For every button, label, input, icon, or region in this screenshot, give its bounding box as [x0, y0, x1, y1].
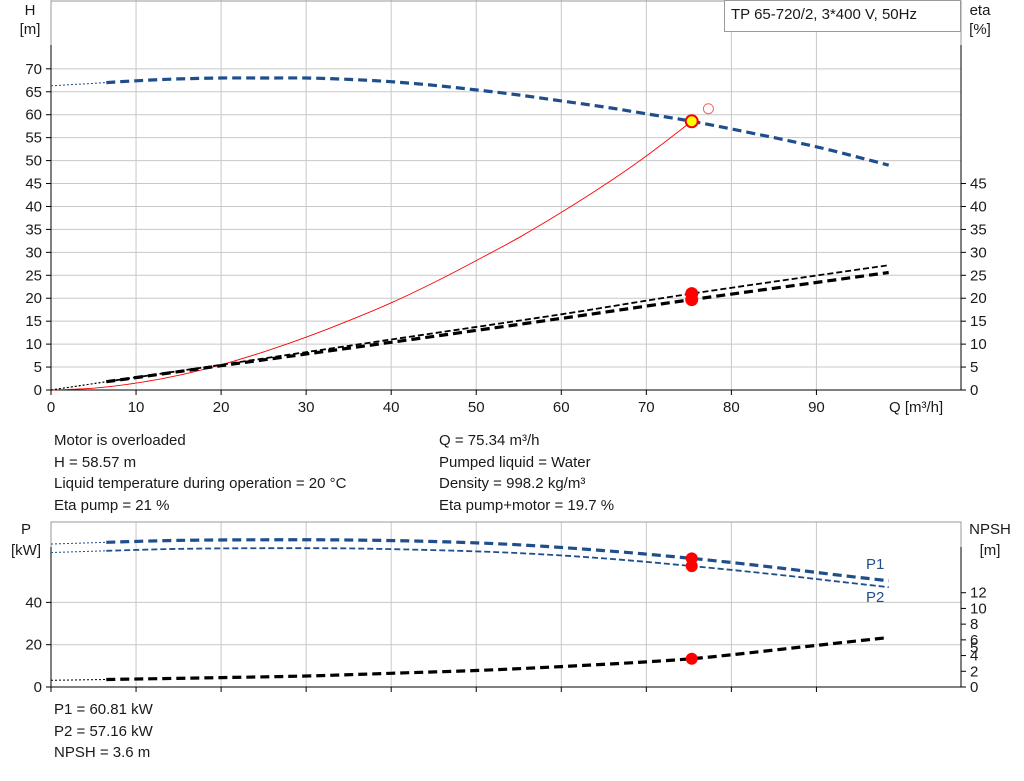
y-tick-label: 0	[34, 382, 42, 399]
y2-tick-label: 15	[970, 313, 987, 330]
top-eta-pump-line	[106, 264, 889, 383]
info-line: Density = 998.2 kg/m³	[439, 475, 586, 492]
x-tick-label: 90	[808, 399, 825, 416]
y2-axis-unit: [%]	[969, 21, 991, 38]
info-line: Liquid temperature during operation = 20…	[54, 475, 347, 492]
top-chart-frame	[50, 0, 962, 391]
info-line: Eta pump = 21 %	[54, 496, 170, 514]
y-tick-label: 5	[34, 359, 42, 376]
bottom-P1-line	[106, 538, 889, 583]
y-axis-unit: [kW]	[11, 542, 41, 559]
bottom-chart-grid	[50, 521, 962, 688]
y-tick-label: 15	[25, 313, 42, 330]
y2-tick-label: 6	[970, 632, 978, 649]
info-bottom: P1 = 60.81 kW P2 = 57.16 kW NPSH = 3.6 m	[54, 699, 153, 764]
operating-point-marker	[684, 114, 699, 129]
x-tick-label: 20	[213, 399, 230, 416]
y-tick-label: 60	[25, 107, 42, 124]
y2-tick-label: 0	[970, 679, 978, 696]
x-tick-label: 0	[47, 399, 55, 416]
y-tick-label: 70	[25, 61, 42, 78]
y2-axis-label: eta	[970, 2, 992, 19]
operating-point-marker	[685, 560, 698, 573]
x-tick-label: 40	[383, 399, 400, 416]
y2-tick-label: 4	[970, 648, 978, 665]
info-line: Motor is overloaded	[54, 432, 186, 449]
info-top-left: Motor is overloaded H = 58.57 m Liquid t…	[54, 430, 346, 516]
y-tick-label: 35	[25, 221, 42, 238]
top-head-line	[106, 76, 890, 167]
y2-tick-label: 8	[970, 616, 978, 633]
bottom-P1-extrapolated-line	[50, 541, 107, 545]
info-line: P1 = 60.81 kW	[54, 701, 153, 718]
y2-tick-label: 40	[970, 198, 987, 215]
legend-title: TP 65-720/2, 3*400 V, 50Hz	[731, 6, 917, 23]
x-tick-label: 60	[553, 399, 570, 416]
bottom-NPSH-extrapolated-line	[50, 679, 107, 681]
y-tick-label: 45	[25, 176, 42, 193]
info-line: P2 = 57.16 kW	[54, 722, 153, 740]
y-tick-label: 50	[25, 153, 42, 170]
y-tick-label: 10	[25, 336, 42, 353]
chart-series	[50, 76, 890, 682]
top-head-extrapolated-line	[50, 82, 107, 87]
y-axis-unit: [m]	[20, 21, 41, 38]
y2-tick-label: 12	[970, 585, 987, 602]
bottom-chart-frame	[50, 521, 962, 688]
y-tick-label: 55	[25, 130, 42, 147]
y-axis-label: P	[21, 521, 31, 538]
y2-tick-label: 30	[970, 244, 987, 261]
info-line: Pumped liquid = Water	[439, 453, 591, 471]
y2-tick-label: 5	[970, 359, 978, 376]
bottom-P2-extrapolated-line	[50, 550, 107, 553]
y-tick-label: 20	[25, 290, 42, 307]
operating-point-marker	[702, 103, 714, 115]
y2-tick-label: 10	[970, 336, 987, 353]
y2-tick-label: 25	[970, 267, 987, 284]
operating-point-marker	[685, 293, 699, 307]
y2-tick-label: 0	[970, 382, 978, 399]
x-tick-label: 70	[638, 399, 655, 416]
y-tick-label: 65	[25, 84, 42, 101]
x-tick-label: 50	[468, 399, 485, 416]
y2-tick-label: 20	[970, 290, 987, 307]
chart-labels: 0510152025303540455055606570051015202530…	[11, 2, 1011, 696]
y2-axis-unit: [m]	[980, 542, 1001, 559]
x-tick-label: 30	[298, 399, 315, 416]
y-tick-label: 40	[25, 594, 42, 611]
top-eta-pump-motor-line	[106, 270, 889, 384]
top-eta-pump-motor-extrapolated-line	[50, 381, 107, 391]
x-tick-label: 80	[723, 399, 740, 416]
info-line: NPSH = 3.6 m	[54, 744, 151, 761]
operating-point-marker	[685, 652, 698, 665]
series-label-p2: P2	[866, 589, 884, 606]
chart-markers	[684, 103, 714, 665]
info-line: H = 58.57 m	[54, 453, 137, 471]
y-tick-label: 40	[25, 198, 42, 215]
info-top-right: Q = 75.34 m³/h Pumped liquid = Water Den…	[439, 430, 614, 516]
x-tick-label: 10	[128, 399, 145, 416]
legend-box: TP 65-720/2, 3*400 V, 50Hz	[724, 0, 961, 32]
y2-tick-label: 2	[970, 663, 978, 680]
y2-tick-label: 45	[970, 176, 987, 193]
y2-tick-label: 5	[970, 640, 978, 657]
chart-axes	[46, 45, 966, 692]
y2-tick-label: 35	[970, 221, 987, 238]
series-label-p1: P1	[866, 556, 884, 573]
bottom-NPSH-line	[106, 635, 889, 682]
y2-tick-label: 10	[970, 600, 987, 617]
info-line: Q = 75.34 m³/h	[439, 432, 540, 449]
top-chart-grid	[50, 0, 962, 391]
y-axis-label: H	[25, 2, 36, 19]
y-tick-label: 20	[25, 637, 42, 654]
y-tick-label: 25	[25, 267, 42, 284]
top-system-line	[50, 120, 692, 391]
x-axis-label: Q [m³/h]	[889, 399, 943, 416]
bottom-P2-line	[106, 547, 889, 589]
y-tick-label: 30	[25, 244, 42, 261]
y2-axis-label: NPSH	[969, 521, 1011, 538]
info-line: Eta pump+motor = 19.7 %	[439, 496, 615, 514]
y-tick-label: 0	[34, 679, 42, 696]
